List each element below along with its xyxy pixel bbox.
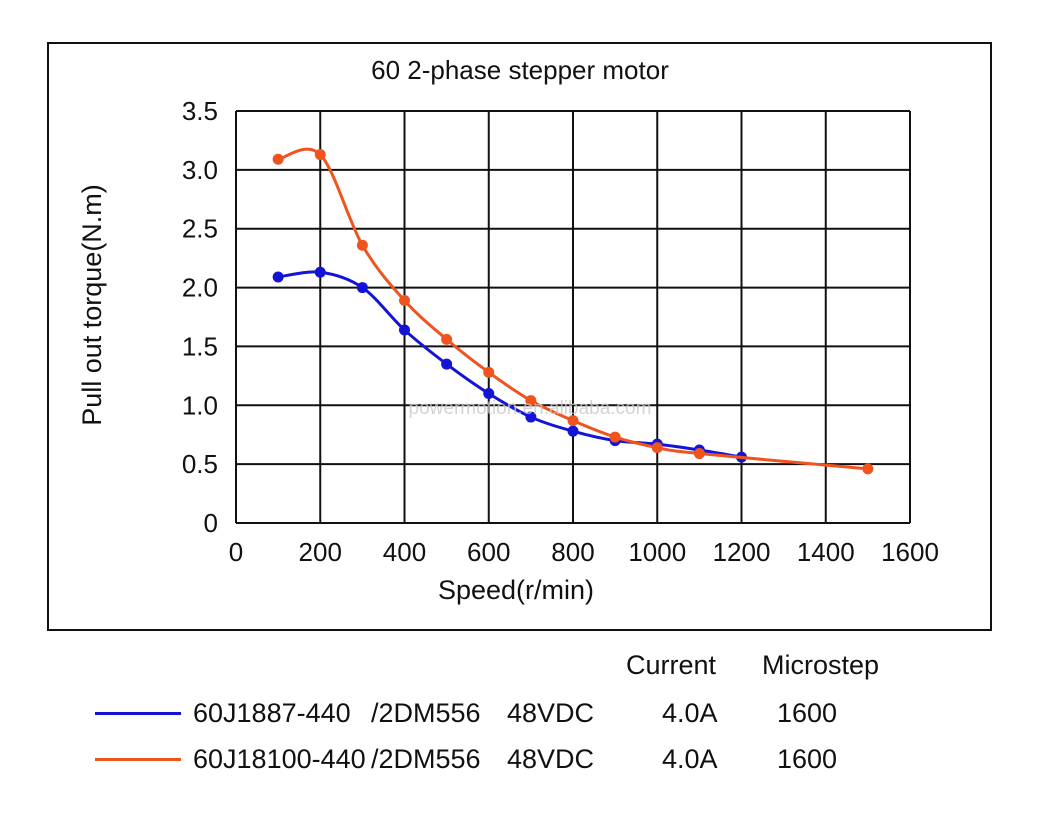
- y-tick-label: 0.5: [182, 449, 218, 479]
- legend-driver: /2DM556: [371, 744, 481, 774]
- data-point: [356, 282, 368, 294]
- y-tick-label: 1.0: [182, 390, 218, 420]
- data-point: [314, 266, 326, 278]
- data-point: [693, 448, 705, 460]
- x-tick-label: 800: [551, 537, 594, 567]
- data-point: [525, 411, 537, 423]
- series-layer: [272, 147, 874, 475]
- data-point: [483, 366, 495, 378]
- data-point: [567, 415, 579, 427]
- data-point: [862, 463, 874, 475]
- legend-line-blue: [95, 712, 181, 715]
- data-point: [399, 295, 410, 307]
- chart-title: 60 2-phase stepper motor: [371, 55, 669, 85]
- legend-voltage: 48VDC: [507, 744, 595, 774]
- data-point: [483, 388, 495, 400]
- x-axis-label: Speed(r/min): [438, 575, 594, 605]
- legend-line-orange: [95, 758, 181, 761]
- legend-driver: /2DM556: [371, 698, 481, 728]
- series-line-blue: [277, 270, 742, 459]
- x-tick-label: 400: [383, 537, 426, 567]
- data-point: [314, 149, 326, 161]
- y-tick-label: 2.5: [182, 214, 218, 244]
- data-point: [399, 324, 410, 336]
- x-tick-label: 200: [299, 537, 342, 567]
- legend-header-current: Current: [626, 650, 717, 680]
- chart-frame: [47, 42, 992, 631]
- series-line-orange: [277, 147, 869, 471]
- data-point: [525, 395, 537, 407]
- data-point: [272, 271, 284, 283]
- axis-layer: 0 200 400 600 800 1000 1200 1400 1600 0 0.5 1.0 1.5 2…: [182, 96, 939, 567]
- legend-row: 60J18100-440 /2DM556 48VDC 4.0A 1600: [95, 742, 995, 776]
- x-tick-label: 1200: [713, 537, 771, 567]
- data-point: [567, 425, 579, 437]
- legend-current: 4.0A: [662, 698, 718, 728]
- watermark-text: powermotion.en.alibaba.com: [409, 398, 652, 419]
- legend-header-microstep: Microstep: [762, 650, 880, 680]
- legend-voltage: 48VDC: [507, 698, 595, 728]
- y-tick-label: 0: [204, 508, 218, 538]
- x-tick-label: 1600: [881, 537, 939, 567]
- data-point: [356, 239, 368, 251]
- y-tick-label: 3.5: [182, 96, 218, 126]
- x-tick-label: 1400: [797, 537, 855, 567]
- data-point: [441, 333, 453, 345]
- x-tick-label: 600: [467, 537, 510, 567]
- legend-microstep: 1600: [777, 744, 838, 774]
- y-tick-label: 2.0: [182, 273, 218, 303]
- data-point: [272, 153, 284, 165]
- y-tick-label: 1.5: [182, 331, 218, 361]
- data-point: [441, 358, 453, 370]
- torque-chart: 0 200 400 600 800 1000 1200 1400 1600 0 0.5 1.0 1.5 2…: [77, 55, 939, 605]
- x-tick-label: 1000: [628, 537, 686, 567]
- legend-model: 60J1887-440: [193, 698, 351, 728]
- legend-microstep: 1600: [777, 698, 838, 728]
- y-axis-label: Pull out torque(N.m): [77, 184, 107, 426]
- y-tick-label: 3.0: [182, 155, 218, 185]
- legend-row: 60J1887-440 /2DM556 48VDC 4.0A 1600: [95, 696, 995, 730]
- x-tick-label: 0: [229, 537, 243, 567]
- grid-layer: [235, 110, 911, 524]
- data-point: [609, 431, 621, 443]
- legend-model: 60J18100-440: [193, 744, 366, 774]
- legend-current: 4.0A: [662, 744, 718, 774]
- data-point: [651, 442, 663, 454]
